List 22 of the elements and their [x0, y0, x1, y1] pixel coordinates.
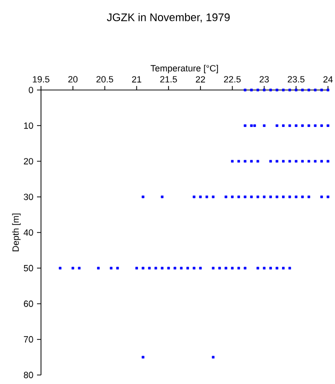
- y-tick-label: 60: [24, 300, 34, 307]
- y-tick-label: 50: [24, 264, 34, 272]
- y-tick-label: 0: [28, 86, 34, 94]
- y-axis-title: Depth [m]: [12, 214, 21, 252]
- y-tick-label: 40: [24, 229, 34, 236]
- x-axis-title: Temperature [°C]: [150, 64, 218, 74]
- y-tick-label: 70: [24, 336, 34, 343]
- y-tick-label: 80: [24, 372, 34, 378]
- y-tick-label: 20: [24, 158, 34, 164]
- x-tick-label: 21.5: [160, 76, 177, 82]
- x-tick-label: 21: [132, 76, 142, 82]
- x-tick-label: 23: [260, 76, 269, 82]
- y-tick-label: 10: [24, 122, 34, 129]
- x-tick-label: 20: [68, 76, 78, 82]
- x-tick-label: 20.5: [96, 76, 114, 82]
- chart-title: JGZK in November, 1979: [106, 13, 230, 22]
- x-tick-label: 22: [196, 76, 205, 82]
- x-tick-label: 24: [323, 76, 333, 82]
- x-tick-label: 22.5: [224, 76, 241, 82]
- x-tick-label: 23.5: [288, 76, 304, 82]
- y-tick-label: 30: [24, 194, 34, 200]
- x-tick-label: 19.5: [32, 76, 50, 82]
